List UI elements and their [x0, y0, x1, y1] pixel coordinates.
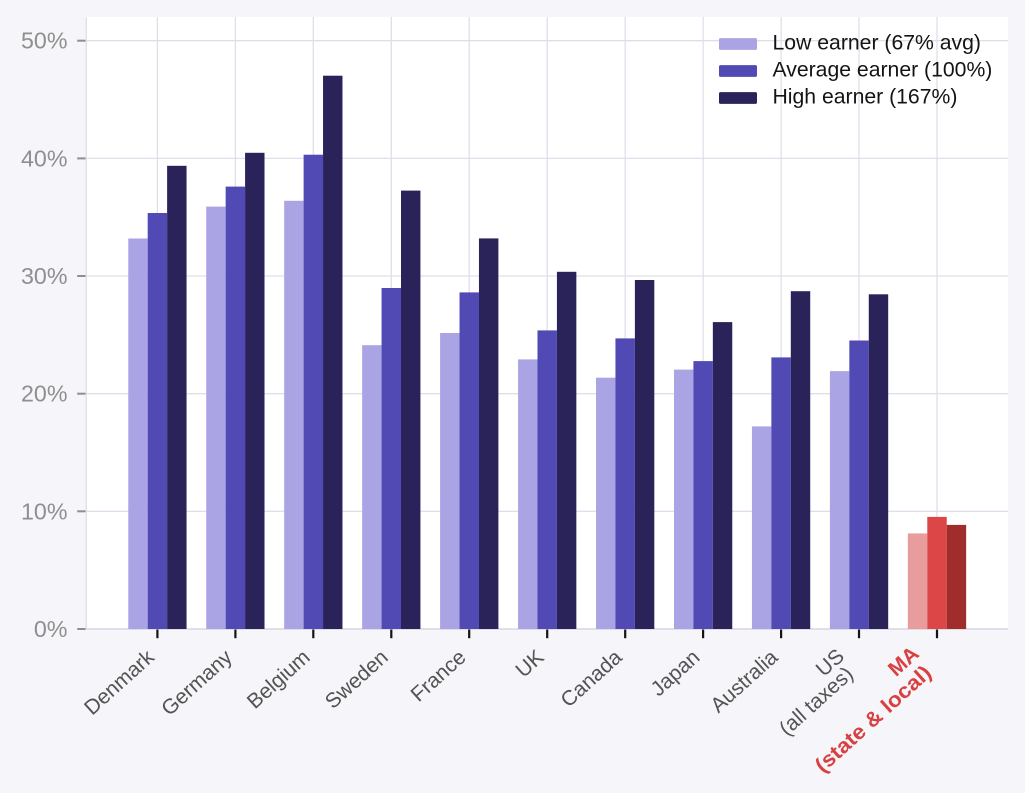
svg-text:High earner (167%): High earner (167%) — [773, 86, 958, 109]
svg-text:40%: 40% — [21, 145, 68, 171]
svg-text:10%: 10% — [21, 498, 68, 524]
svg-text:30%: 30% — [21, 263, 68, 289]
svg-text:Low earner (67% avg): Low earner (67% avg) — [773, 32, 981, 55]
svg-text:Average earner (100%): Average earner (100%) — [773, 59, 993, 82]
svg-text:0%: 0% — [34, 616, 68, 642]
svg-text:20%: 20% — [21, 381, 68, 407]
svg-text:50%: 50% — [21, 28, 68, 54]
